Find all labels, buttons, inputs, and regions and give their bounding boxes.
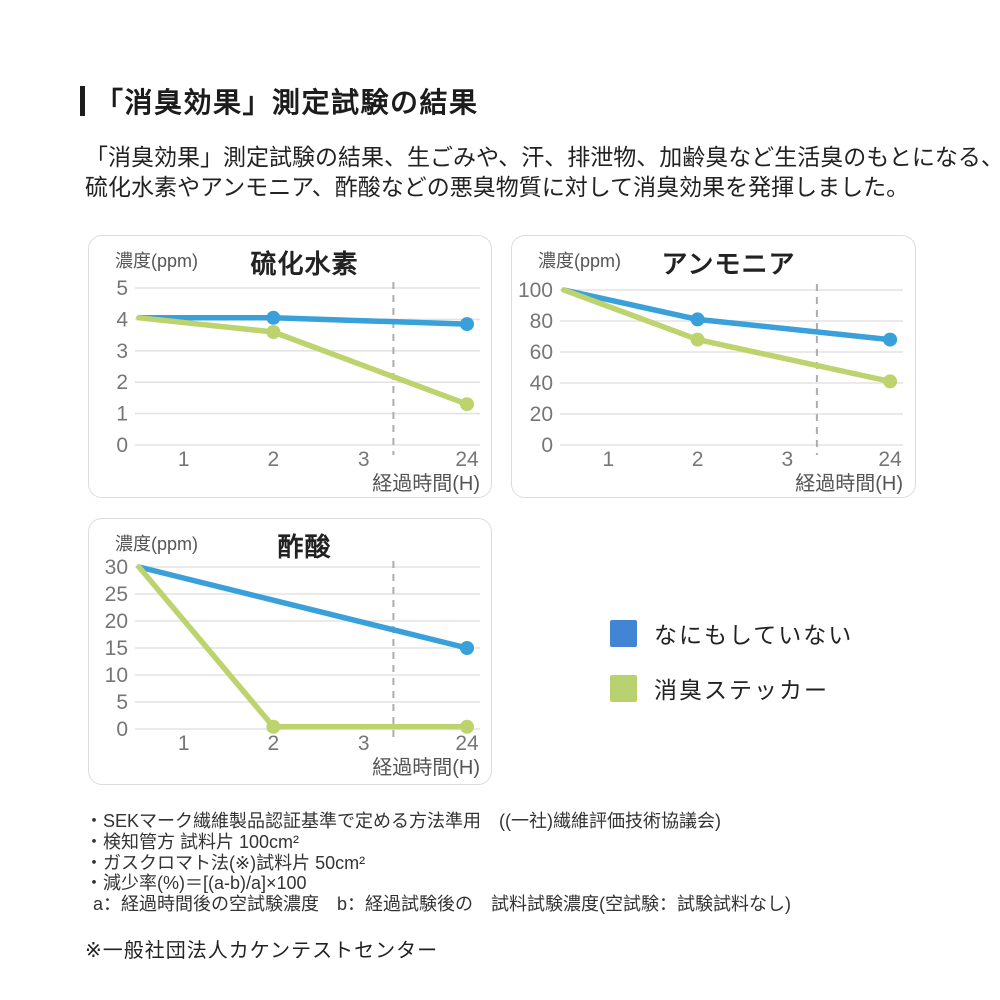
series-line bbox=[136, 564, 470, 651]
legend-label-sticker: 消臭ステッカー bbox=[654, 677, 829, 703]
x-tick-label: 3 bbox=[358, 732, 370, 755]
data-point bbox=[883, 332, 898, 347]
x-tick-label: 1 bbox=[603, 448, 615, 471]
x-tick-label: 1 bbox=[178, 732, 190, 755]
data-point bbox=[690, 312, 705, 327]
series-line bbox=[561, 287, 893, 343]
data-point bbox=[460, 317, 474, 332]
y-tick-label: 0 bbox=[116, 718, 128, 741]
chart-legend: なにもしていない 消臭ステッカー bbox=[610, 616, 853, 705]
chart-panel-acetic-acid: 0 5 10 15 20 25 30 1 2 3 24 経過時間(H) 濃度(ppm) 酢酸 bbox=[88, 518, 492, 785]
y-tick-label: 25 bbox=[105, 583, 128, 606]
y-axis-label: 濃度(ppm) bbox=[115, 251, 198, 271]
x-tick-label: 1 bbox=[178, 448, 190, 471]
x-tick-label: 3 bbox=[782, 448, 794, 471]
y-tick-label: 2 bbox=[116, 371, 128, 394]
x-tick-label: 24 bbox=[455, 732, 479, 755]
legend-item-untreated: なにもしていない bbox=[610, 616, 853, 650]
source-note: ※一般社団法人カケンテストセンター bbox=[85, 940, 439, 962]
x-axis-label: 経過時間(H) bbox=[795, 472, 903, 495]
data-point bbox=[266, 719, 281, 734]
y-tick-label: 5 bbox=[116, 691, 128, 714]
chart-title: 硫化水素 bbox=[250, 249, 358, 279]
title-accent-bar bbox=[80, 86, 85, 116]
legend-item-sticker: 消臭ステッカー bbox=[610, 671, 853, 705]
intro-paragraph: 「消臭効果」測定試験の結果、生ごみや、汗、排泄物、加齢臭など生活臭のもとになる、… bbox=[85, 142, 1000, 202]
y-tick-label: 30 bbox=[105, 556, 128, 579]
data-point bbox=[883, 374, 898, 389]
footnote-line: a：経過時間後の空試験濃度 b：経過試験後の 試料試験濃度(空試験：試験試料なし… bbox=[93, 894, 792, 915]
y-tick-label: 0 bbox=[541, 434, 553, 457]
x-tick-label: 24 bbox=[878, 448, 902, 471]
x-tick-label: 2 bbox=[268, 732, 280, 755]
y-tick-label: 20 bbox=[105, 610, 128, 633]
chart-panel-hydrogen-sulfide: 0 1 2 3 4 5 1 2 3 24 経過時間(H) 濃度(ppm) 硫化水素 bbox=[88, 235, 492, 498]
footnote-line: ・SEKマーク繊維製品認証基準で定める方法準用 ((一社)繊維評価技術協議会) bbox=[85, 811, 721, 831]
y-tick-label: 20 bbox=[530, 403, 553, 426]
footnotes: ・SEKマーク繊維製品認証基準で定める方法準用 ((一社)繊維評価技術協議会) … bbox=[85, 811, 791, 915]
series-line bbox=[136, 315, 470, 407]
legend-swatch-green bbox=[610, 674, 637, 702]
x-tick-label: 3 bbox=[358, 448, 370, 471]
footnote-line: ・減少率(%)＝[(a-b)/a]×100 bbox=[85, 873, 307, 894]
y-tick-label: 10 bbox=[105, 664, 128, 687]
y-tick-label: 0 bbox=[116, 434, 128, 457]
y-tick-label: 80 bbox=[530, 310, 553, 333]
y-tick-label: 40 bbox=[530, 372, 553, 395]
intro-line-1: 「消臭効果」測定試験の結果、生ごみや、汗、排泄物、加齢臭など生活臭のもとになる、 bbox=[85, 144, 1000, 170]
series-line bbox=[136, 564, 470, 730]
chart-title: アンモニア bbox=[662, 249, 796, 279]
x-tick-label: 24 bbox=[455, 448, 479, 471]
y-tick-label: 1 bbox=[116, 403, 128, 426]
x-tick-label: 2 bbox=[692, 448, 704, 471]
data-point bbox=[266, 310, 281, 325]
x-tick-label: 2 bbox=[268, 448, 280, 471]
footnote-line: ・検知管方 試料片 100cm² bbox=[85, 831, 300, 852]
data-point bbox=[460, 719, 474, 734]
y-tick-label: 5 bbox=[116, 277, 128, 300]
y-tick-label: 3 bbox=[116, 340, 128, 363]
page-title: 「消臭効果」測定試験の結果 bbox=[95, 87, 479, 118]
data-point bbox=[460, 397, 474, 412]
chart-panel-ammonia: 0 20 40 60 80 100 1 2 3 24 経過時間(H) 濃度(ppm) アンモニア bbox=[511, 235, 916, 498]
legend-label-untreated: なにもしていない bbox=[654, 622, 854, 648]
y-tick-label: 4 bbox=[116, 308, 128, 331]
x-axis-label: 経過時間(H) bbox=[372, 472, 480, 495]
y-tick-label: 15 bbox=[105, 637, 128, 660]
legend-swatch-blue bbox=[610, 619, 637, 647]
footnote-line: ・ガスクロマト法(※)試料片 50cm² bbox=[85, 852, 366, 873]
y-tick-label: 100 bbox=[518, 279, 553, 302]
intro-line-2: 硫化水素やアンモニア、酢酸などの悪臭物質に対して消臭効果を発揮しました。 bbox=[85, 174, 910, 200]
x-axis-label: 経過時間(H) bbox=[372, 756, 480, 779]
y-axis-label: 濃度(ppm) bbox=[115, 534, 198, 554]
data-point bbox=[460, 641, 474, 655]
data-point bbox=[266, 325, 281, 339]
y-tick-label: 60 bbox=[530, 341, 553, 364]
chart-title: 酢酸 bbox=[277, 532, 331, 562]
y-axis-label: 濃度(ppm) bbox=[538, 251, 621, 271]
data-point bbox=[690, 332, 705, 347]
